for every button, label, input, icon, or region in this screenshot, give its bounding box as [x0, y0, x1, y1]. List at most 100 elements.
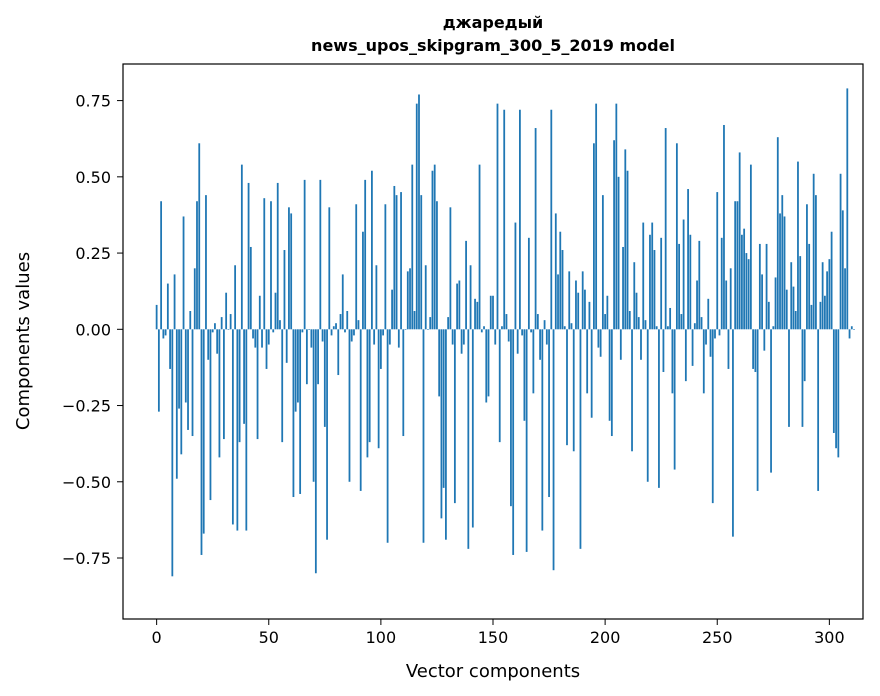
bar: [400, 192, 402, 330]
bar: [471, 329, 474, 528]
bar: [402, 329, 405, 437]
x-tick-label: 200: [590, 628, 621, 647]
bar: [776, 137, 779, 330]
bar: [413, 311, 416, 330]
bar: [846, 88, 849, 330]
bar: [202, 329, 205, 534]
bar: [646, 329, 649, 482]
bar: [734, 201, 737, 330]
bar: [655, 326, 658, 330]
bar: [577, 292, 580, 330]
bar: [568, 271, 571, 330]
bar: [561, 250, 564, 330]
bar: [391, 289, 393, 330]
bar: [429, 317, 432, 330]
bar: [187, 329, 189, 430]
bar: [797, 161, 799, 330]
bar: [288, 207, 290, 330]
bar: [359, 329, 362, 491]
bar: [557, 274, 559, 330]
bar: [788, 329, 790, 427]
bar: [348, 329, 351, 482]
bar: [198, 143, 201, 330]
bar: [604, 314, 607, 330]
bar: [442, 329, 445, 488]
bar: [505, 314, 508, 330]
bar: [794, 311, 797, 330]
bar: [844, 268, 846, 330]
bar: [593, 143, 595, 330]
bar: [292, 329, 295, 498]
bar: [467, 329, 470, 549]
chart-title-line1: джаредый: [443, 13, 544, 32]
bar: [436, 201, 438, 330]
bar: [256, 329, 259, 440]
bar: [640, 329, 642, 360]
bar: [705, 329, 707, 345]
y-tick-label: −0.75: [62, 549, 111, 568]
bar: [252, 329, 254, 339]
bar: [727, 329, 730, 369]
bar: [353, 329, 355, 336]
bar: [830, 231, 833, 330]
bar: [754, 329, 757, 372]
bar: [527, 237, 530, 330]
bar: [308, 329, 311, 330]
bar: [723, 124, 725, 330]
bar: [801, 329, 804, 427]
bar: [839, 173, 842, 330]
bar: [494, 329, 497, 345]
bar: [545, 329, 548, 345]
bar: [449, 207, 452, 330]
bar: [808, 243, 811, 330]
bar: [619, 329, 622, 360]
x-tick-label: 150: [478, 628, 509, 647]
bar: [196, 201, 198, 330]
bar: [785, 289, 788, 330]
y-axis-label: Components values: [13, 252, 34, 430]
bar: [714, 329, 716, 339]
bar: [483, 326, 485, 330]
bar: [534, 128, 537, 330]
bar: [373, 329, 376, 345]
bar: [498, 329, 501, 443]
bar: [606, 295, 609, 330]
bar: [601, 195, 604, 330]
bar: [229, 314, 232, 330]
bar: [644, 320, 647, 330]
bar: [386, 329, 389, 543]
x-tick-label: 100: [366, 628, 397, 647]
bar: [182, 216, 185, 330]
bar: [642, 222, 645, 330]
bar: [552, 329, 555, 571]
bar: [595, 103, 598, 330]
bar: [371, 170, 373, 330]
bar: [236, 329, 239, 531]
bar: [637, 317, 640, 330]
bar: [438, 329, 441, 397]
bar: [274, 292, 277, 330]
bar: [339, 314, 342, 330]
bar: [747, 259, 750, 330]
bar: [631, 329, 633, 452]
bar: [231, 329, 234, 525]
bar: [279, 320, 281, 330]
bar: [263, 198, 266, 330]
bar: [536, 314, 539, 330]
bar: [772, 326, 775, 330]
bar: [667, 326, 669, 330]
bar: [433, 164, 436, 330]
bar: [572, 329, 575, 452]
bar: [301, 329, 304, 333]
bar: [294, 329, 297, 412]
bar: [660, 237, 663, 330]
bar: [790, 262, 793, 330]
bar: [415, 103, 418, 330]
bar: [530, 329, 533, 333]
bar: [649, 234, 651, 330]
bar: [388, 329, 391, 345]
bar: [671, 329, 674, 394]
bar: [166, 283, 169, 330]
bar: [763, 329, 766, 351]
bar: [812, 173, 815, 330]
